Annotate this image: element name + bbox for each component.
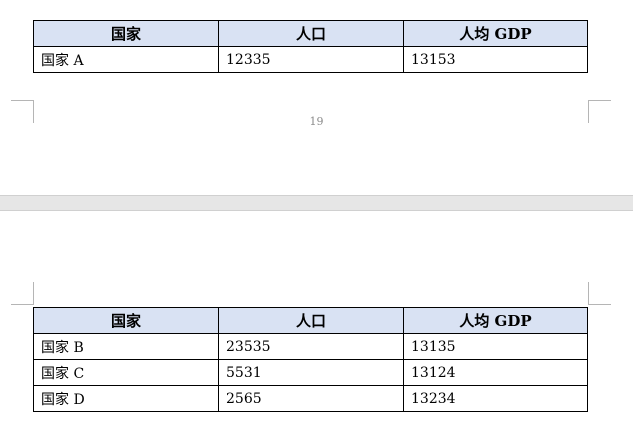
table-header-row: 国家 人口 人均 GDP bbox=[33, 307, 588, 334]
cell-gdp-per-capita: 13153 bbox=[403, 46, 588, 73]
data-table-1: 国家 人口 人均 GDP 国家 A 12335 13153 bbox=[33, 20, 588, 73]
crop-mark bbox=[589, 100, 611, 101]
header-country: 国家 bbox=[33, 307, 219, 334]
cell-population: 2565 bbox=[218, 385, 404, 412]
table-row: 国家 D 2565 13234 bbox=[33, 385, 588, 412]
page-separator bbox=[0, 195, 633, 211]
header-population: 人口 bbox=[218, 307, 404, 334]
crop-mark bbox=[589, 304, 611, 305]
cell-gdp-per-capita: 13234 bbox=[403, 385, 588, 412]
page-number: 19 bbox=[309, 115, 324, 128]
header-country: 国家 bbox=[33, 20, 219, 47]
header-gdp-per-capita: 人均 GDP bbox=[403, 307, 588, 334]
crop-mark bbox=[11, 100, 34, 123]
cell-population: 5531 bbox=[218, 359, 404, 386]
table-row: 国家 B 23535 13135 bbox=[33, 333, 588, 360]
crop-mark bbox=[588, 282, 611, 305]
document-page-top: 国家 人口 人均 GDP 国家 A 12335 13153 19 bbox=[0, 0, 633, 195]
cell-country: 国家 C bbox=[33, 359, 219, 386]
cell-population: 12335 bbox=[218, 46, 404, 73]
crop-mark bbox=[11, 100, 33, 101]
header-population: 人口 bbox=[218, 20, 404, 47]
document-page-bottom: 国家 人口 人均 GDP 国家 B 23535 13135 国家 C 5531 … bbox=[0, 211, 633, 437]
table-header-row: 国家 人口 人均 GDP bbox=[33, 20, 588, 47]
crop-mark bbox=[11, 304, 33, 305]
cell-country: 国家 B bbox=[33, 333, 219, 360]
crop-mark bbox=[11, 282, 34, 305]
cell-gdp-per-capita: 13124 bbox=[403, 359, 588, 386]
table-row: 国家 C 5531 13124 bbox=[33, 359, 588, 386]
cell-population: 23535 bbox=[218, 333, 404, 360]
table-row: 国家 A 12335 13153 bbox=[33, 46, 588, 73]
cell-country: 国家 D bbox=[33, 385, 219, 412]
crop-mark bbox=[588, 100, 611, 123]
cell-gdp-per-capita: 13135 bbox=[403, 333, 588, 360]
data-table-2: 国家 人口 人均 GDP 国家 B 23535 13135 国家 C 5531 … bbox=[33, 307, 588, 412]
cell-country: 国家 A bbox=[33, 46, 219, 73]
header-gdp-per-capita: 人均 GDP bbox=[403, 20, 588, 47]
